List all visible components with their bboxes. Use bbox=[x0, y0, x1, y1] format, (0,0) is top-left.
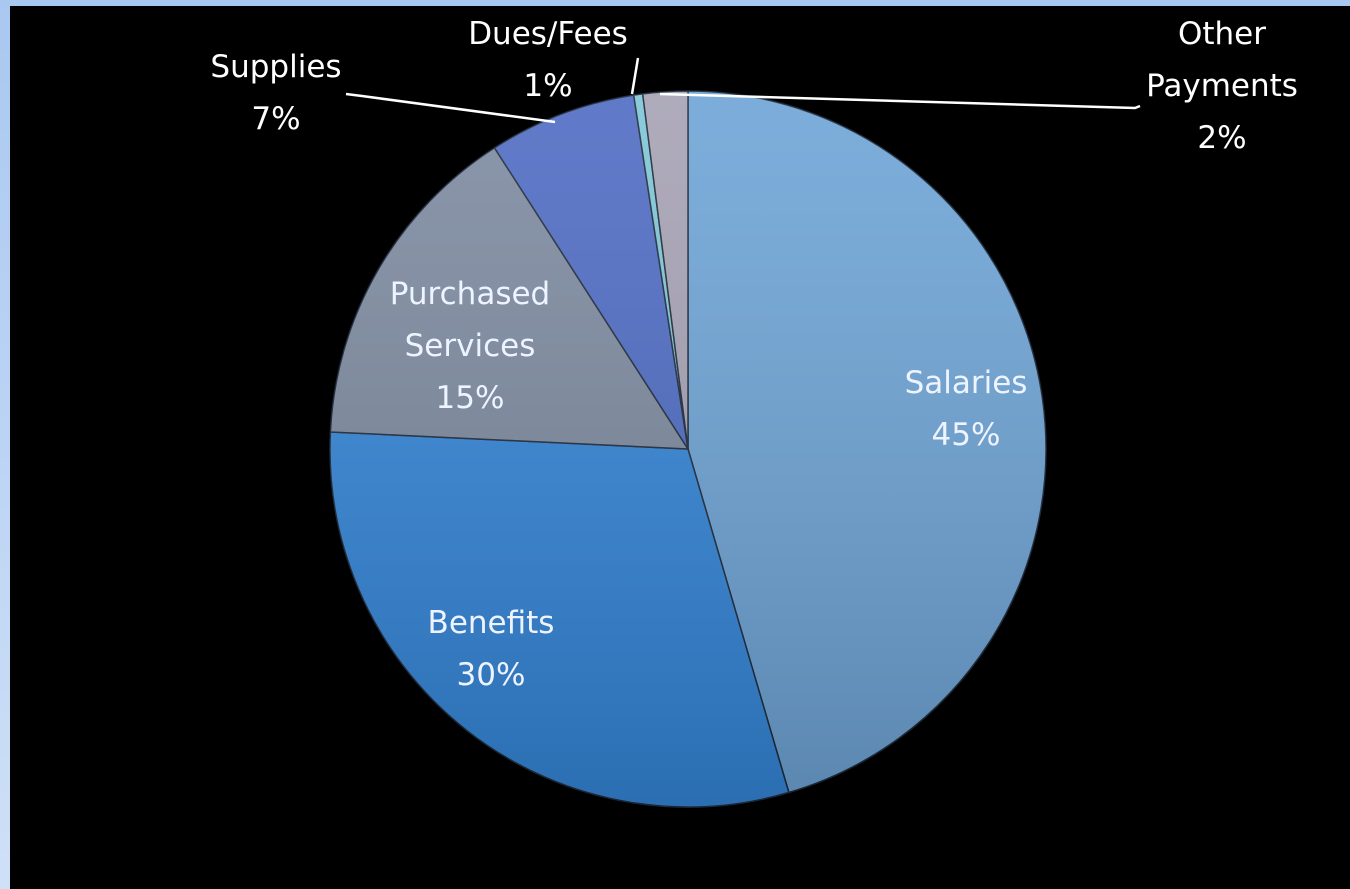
chart-area: Salaries 45% Benefits 30% Purchased Services 1… bbox=[10, 6, 1350, 889]
data-label-name: Salaries bbox=[905, 365, 1028, 401]
data-label-value: 2% bbox=[1197, 120, 1246, 156]
leader-line-dues-fees bbox=[630, 57, 640, 95]
data-label-value: 1% bbox=[523, 68, 572, 104]
leader-line-other-payments bbox=[659, 92, 1141, 110]
data-label-benefits: Benefits 30% bbox=[428, 605, 555, 693]
data-label-name: Other bbox=[1178, 16, 1266, 52]
data-label-name: Benefits bbox=[428, 605, 555, 641]
data-label-supplies: Supplies 7% bbox=[210, 49, 341, 137]
leader-lines bbox=[345, 57, 1141, 124]
data-label-value: 15% bbox=[436, 380, 505, 416]
data-label-salaries: Salaries 45% bbox=[905, 365, 1028, 453]
data-label-name: Dues/Fees bbox=[468, 16, 628, 52]
data-label-value: 45% bbox=[932, 417, 1001, 453]
leader-line-supplies bbox=[345, 92, 556, 124]
data-label-dues-fees: Dues/Fees 1% bbox=[468, 16, 628, 104]
data-label-name: Services bbox=[405, 328, 536, 364]
data-label-purchased-services: Purchased Services 15% bbox=[390, 276, 550, 416]
data-label-name: Purchased bbox=[390, 276, 550, 312]
data-labels: Salaries 45% Benefits 30% Purchased Services 1… bbox=[210, 16, 1298, 693]
pie-chart: Salaries 45% Benefits 30% Purchased Services 1… bbox=[210, 16, 1298, 808]
data-label-value: 30% bbox=[457, 657, 526, 693]
data-label-name: Payments bbox=[1146, 68, 1298, 104]
data-label-name: Supplies bbox=[210, 49, 341, 85]
data-label-other-payments: Other Payments 2% bbox=[1146, 16, 1298, 156]
data-label-value: 7% bbox=[251, 101, 300, 137]
